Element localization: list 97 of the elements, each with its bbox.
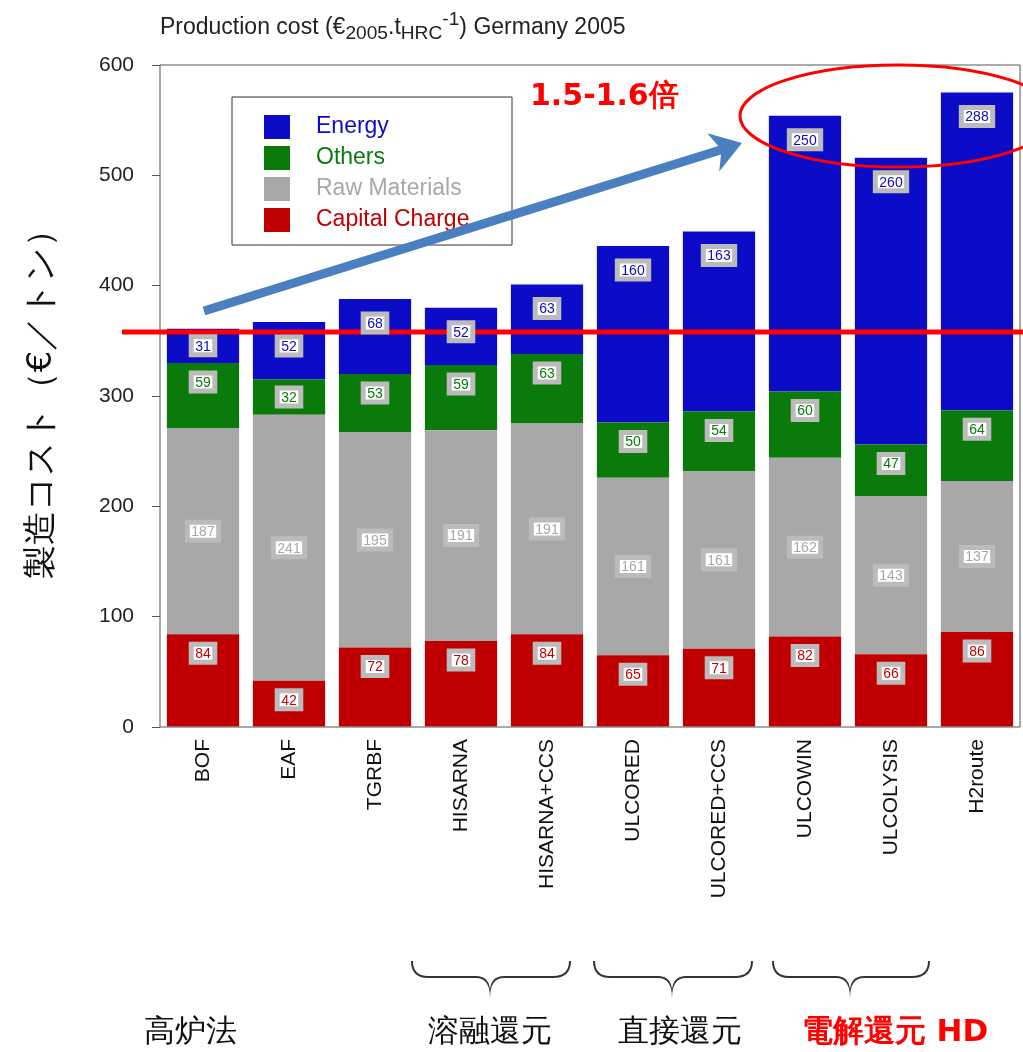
x-tick-label: EAF xyxy=(275,739,299,780)
data-label: 162 xyxy=(793,539,817,556)
y-tick-label: 0 xyxy=(122,713,134,737)
text: 高炉法 xyxy=(143,1011,237,1050)
bar xyxy=(682,648,756,727)
data-label: 65 xyxy=(625,666,641,683)
data-label: 250 xyxy=(793,131,817,148)
bar xyxy=(854,496,928,655)
data-label: 82 xyxy=(797,647,813,664)
bar xyxy=(596,477,670,656)
text: 溶融還元 xyxy=(428,1011,552,1050)
data-label: 42 xyxy=(281,691,297,708)
bar xyxy=(424,430,498,641)
data-label: 86 xyxy=(969,642,985,659)
data-label: 137 xyxy=(965,548,989,565)
data-label: 288 xyxy=(965,108,989,125)
y-axis-title: 製造コスト（€／トン） xyxy=(18,212,60,580)
bar xyxy=(338,432,412,648)
y-tick-label: 200 xyxy=(98,493,134,517)
data-label: 50 xyxy=(625,433,641,450)
legend-label: Energy xyxy=(316,112,390,139)
x-tick-label: BOF xyxy=(189,739,213,783)
data-label: 191 xyxy=(535,520,559,537)
data-label: 59 xyxy=(453,375,469,392)
bar xyxy=(510,423,584,635)
bar xyxy=(940,92,1014,411)
data-label: 84 xyxy=(539,645,555,662)
data-label: 63 xyxy=(539,364,555,381)
data-label: 191 xyxy=(449,527,473,544)
bar xyxy=(166,428,240,635)
x-tick-label: TGRBF xyxy=(361,739,385,811)
legend-label: Capital Charge xyxy=(316,205,470,232)
legend-label: Others xyxy=(316,143,386,170)
data-label: 68 xyxy=(367,314,383,331)
text: 電解還元 HD xyxy=(801,1011,989,1050)
data-label: 161 xyxy=(621,558,645,575)
data-label: 66 xyxy=(883,665,899,682)
data-label: 78 xyxy=(453,651,469,668)
data-label: 160 xyxy=(621,261,645,278)
y-tick-label: 500 xyxy=(98,162,134,186)
bar xyxy=(424,640,498,727)
bar xyxy=(596,245,670,423)
y-tick-label: 100 xyxy=(98,603,134,627)
bar xyxy=(682,471,756,649)
x-tick-label: HISARNA xyxy=(447,739,471,833)
bar xyxy=(854,654,928,727)
bar xyxy=(510,634,584,727)
data-label: 59 xyxy=(195,373,211,390)
data-label: 63 xyxy=(539,300,555,317)
data-label: 53 xyxy=(367,384,383,401)
data-label: 72 xyxy=(367,658,383,675)
bar xyxy=(940,410,1014,481)
chart-title: Production cost (€$_{2005}$.t$_{HRC}$$^{-1}$) Germany 2005 xyxy=(160,8,626,45)
x-tick-label: H2route xyxy=(963,739,987,814)
bar xyxy=(768,115,842,392)
data-label: 60 xyxy=(797,402,813,419)
y-tick-label: 300 xyxy=(98,382,134,406)
bar xyxy=(768,457,842,637)
bar xyxy=(424,365,498,431)
data-label: 32 xyxy=(281,388,297,405)
bar xyxy=(768,391,842,458)
data-label: 71 xyxy=(711,659,727,676)
data-label: 161 xyxy=(707,551,731,568)
bar xyxy=(940,480,1014,633)
data-label: 52 xyxy=(281,337,297,354)
bar xyxy=(338,647,412,727)
x-tick-label: HISARNA+CCS xyxy=(533,739,557,889)
annotation: 1.5-1.6倍 xyxy=(530,76,679,114)
bar xyxy=(252,414,326,681)
data-label: 54 xyxy=(711,422,727,439)
text: 直接還元 xyxy=(618,1011,742,1050)
legend-label: Raw Materials xyxy=(316,174,462,201)
data-label: 64 xyxy=(969,421,985,438)
bar xyxy=(166,634,240,727)
data-label: 52 xyxy=(453,323,469,340)
bar xyxy=(166,362,240,428)
data-label: 47 xyxy=(883,455,899,472)
data-label: 241 xyxy=(277,539,301,556)
data-label: 163 xyxy=(707,247,731,264)
bar xyxy=(510,354,584,424)
data-label: 260 xyxy=(879,173,903,190)
y-tick-label: 600 xyxy=(98,51,134,75)
bar xyxy=(940,632,1014,727)
x-tick-label: ULCORED+CCS xyxy=(705,739,729,899)
bar xyxy=(596,655,670,727)
data-label: 143 xyxy=(879,567,903,584)
x-tick-label: ULCORED xyxy=(619,739,643,842)
data-label: 84 xyxy=(195,645,211,662)
x-tick-label: ULCOWIN xyxy=(791,739,815,839)
y-tick-label: 400 xyxy=(98,272,134,296)
data-label: 195 xyxy=(363,531,387,548)
bar xyxy=(768,636,842,727)
bar xyxy=(854,157,928,445)
x-tick-label: ULCOLYSIS xyxy=(877,739,901,856)
bar xyxy=(682,231,756,412)
data-label: 31 xyxy=(195,337,211,354)
data-label: 187 xyxy=(191,523,215,540)
